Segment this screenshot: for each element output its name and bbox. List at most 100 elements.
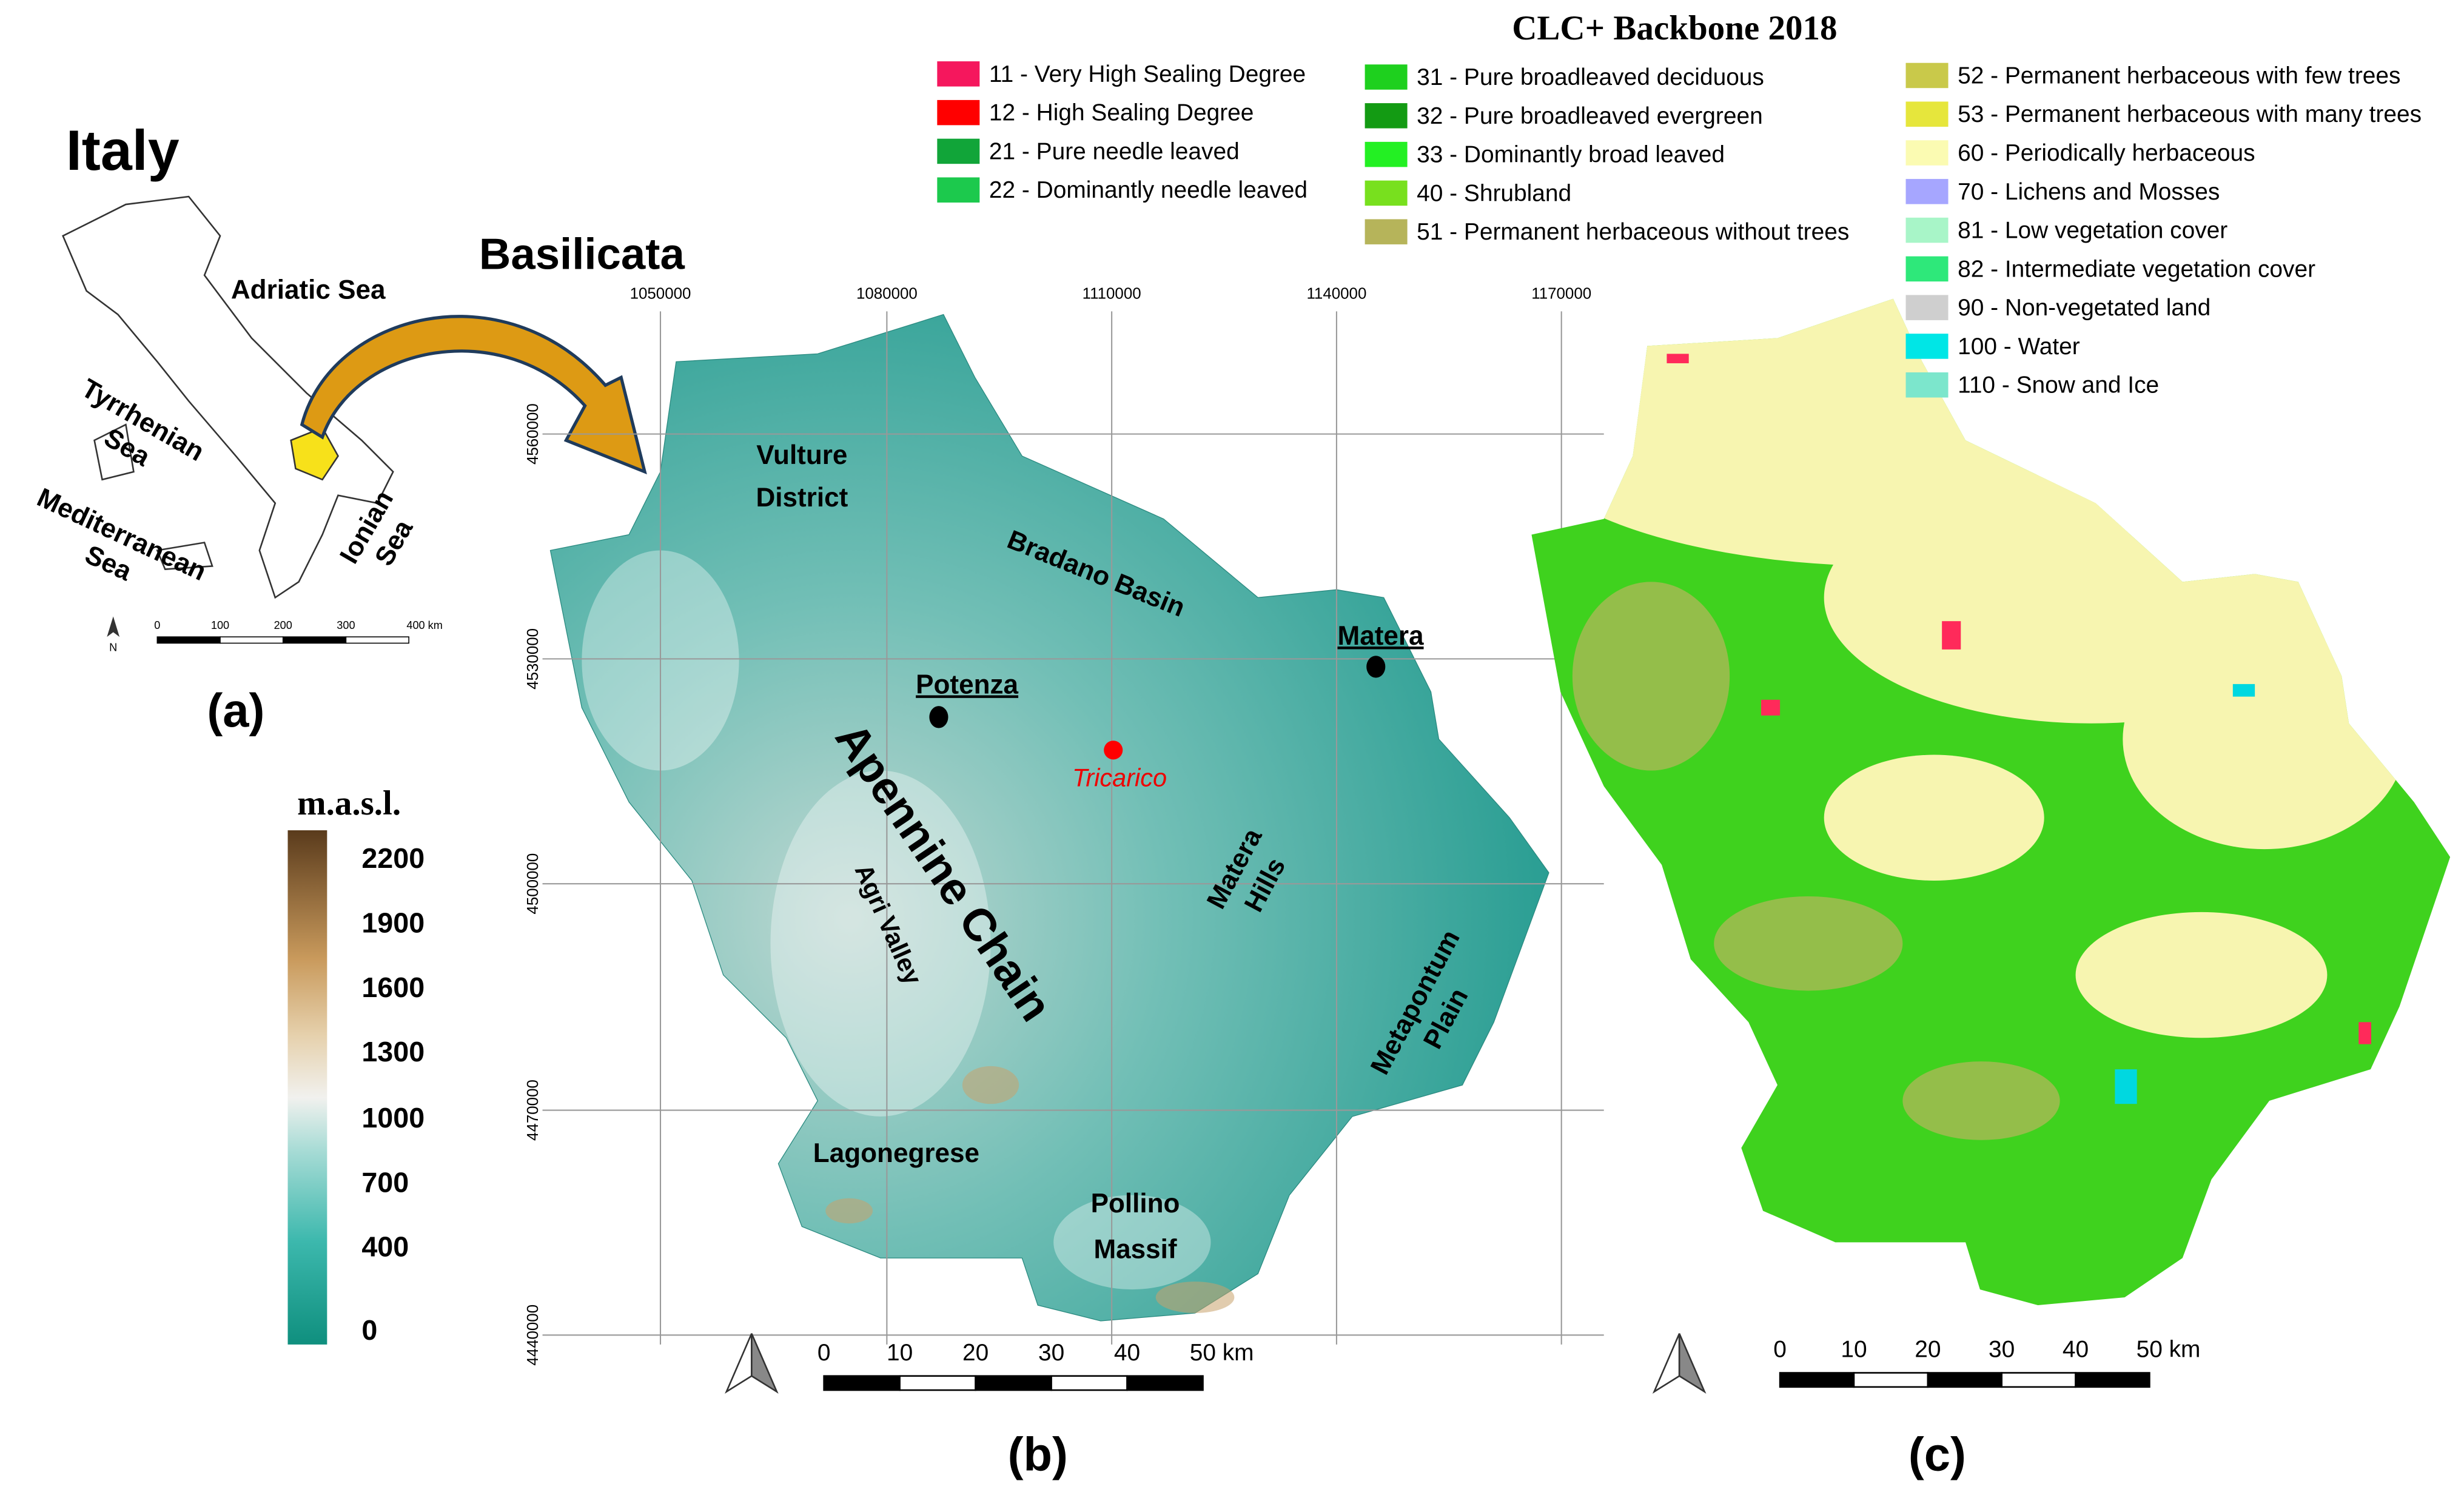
urban-areas (1667, 354, 2372, 1044)
scale-segment (2075, 1372, 2150, 1388)
scale-label: 30 (1989, 1337, 2015, 1363)
scale-label: 100 (211, 619, 229, 631)
scale-label: 300 (337, 619, 355, 631)
north-label: N (109, 641, 117, 653)
scale-segment (1050, 1375, 1128, 1391)
scale-segment (1126, 1375, 1204, 1391)
scale-bar: 0 100 200 300 400 km (154, 619, 443, 644)
y-coord-label: 4500000 (525, 853, 542, 915)
region-title: Basilicata (479, 229, 685, 278)
legend-swatch (1905, 334, 1949, 359)
islands (93, 423, 213, 570)
color-bar-tick: 1300 (361, 1036, 425, 1067)
graticule: 1050000 1080000 1110000 1140000 1170000 45600… (525, 286, 1604, 1366)
scale-segment (1853, 1372, 1929, 1388)
legend-label: 60 - Periodically herbaceous (1958, 140, 2255, 166)
scale-label: 20 (1915, 1337, 1941, 1363)
x-coord-label: 1050000 (630, 286, 691, 303)
city-dot (929, 706, 948, 728)
north-arrow (107, 616, 120, 637)
legend-label: 52 - Permanent herbaceous with few trees (1958, 62, 2400, 89)
legend-label: 32 - Pure broadleaved evergreen (1417, 103, 1763, 129)
sea-label: Adriatic Sea (231, 275, 386, 305)
scale-segment (2001, 1372, 2076, 1388)
scale-segment (899, 1375, 976, 1391)
panel-label: (a) (207, 685, 264, 737)
legend-label: 70 - Lichens and Mosses (1958, 179, 2220, 205)
scale-label: 400 km (406, 619, 442, 631)
scale-label: 10 (887, 1340, 913, 1366)
y-coord-label: 4440000 (525, 1305, 542, 1366)
scale-segment (345, 636, 409, 644)
y-coord-label: 4560000 (525, 403, 542, 465)
scale-segment (220, 636, 284, 644)
scale-bar: 0 10 20 30 40 50 km (817, 1340, 1254, 1391)
legend-swatch (1905, 256, 1949, 282)
legend-swatch (1365, 141, 1408, 167)
legend-swatch (1365, 103, 1408, 129)
y-coord-label: 4470000 (525, 1080, 542, 1141)
legend-label: 110 - Snow and Ice (1958, 372, 2159, 398)
scale-label: 0 (817, 1340, 831, 1366)
color-bar-tick: 1900 (361, 907, 425, 939)
color-bar-ticks: 2200 1900 1600 1300 1000 700 400 0 (361, 842, 425, 1346)
scale-segment (1927, 1372, 2002, 1388)
arrow (300, 315, 647, 475)
land-cover-legend: 11 - Very High Sealing Degree 12 - High S… (937, 61, 2422, 398)
legend-swatch (937, 99, 980, 126)
scale-segment (823, 1375, 901, 1391)
scale-label: 50 km (2137, 1337, 2201, 1363)
place-label: Pollino (1091, 1189, 1180, 1218)
legend-label: 100 - Water (1958, 334, 2080, 360)
panel-label: (c) (1908, 1428, 1966, 1480)
mixed-areas (1572, 582, 2060, 1140)
scale-segment (975, 1375, 1052, 1391)
panel-label: (b) (1008, 1428, 1068, 1480)
scale-segment (282, 636, 347, 644)
scale-label: 50 km (1190, 1340, 1254, 1366)
north-arrow (725, 1333, 753, 1394)
place-label: Massif (1093, 1234, 1177, 1264)
legend-swatch (1905, 101, 1949, 127)
legend-label: 31 - Pure broadleaved deciduous (1417, 64, 1764, 90)
legend-swatch (937, 177, 980, 203)
x-coord-label: 1170000 (1531, 286, 1591, 303)
dem-map (549, 314, 1550, 1322)
color-bar-tick: 700 (361, 1166, 409, 1198)
scale-segment (1779, 1372, 1855, 1388)
color-bar-tick: 1000 (361, 1102, 425, 1134)
city-dot (1366, 656, 1386, 678)
x-coord-label: 1110000 (1083, 286, 1141, 303)
legend-label: 40 - Shrubland (1417, 180, 1571, 206)
x-coord-label: 1080000 (856, 286, 918, 303)
legend-swatch (937, 138, 980, 164)
legend-label: 33 - Dominantly broad leaved (1417, 142, 1725, 168)
color-bar-tick: 0 (361, 1314, 377, 1346)
place-label: Vulture (756, 440, 847, 470)
city-label: Potenza (916, 670, 1018, 699)
legend-label: 22 - Dominantly needle leaved (989, 177, 1308, 203)
x-coord-label: 1140000 (1306, 286, 1366, 303)
legend-label: 11 - Very High Sealing Degree (989, 61, 1306, 87)
town-dot (1104, 741, 1123, 760)
legend-label: 53 - Permanent herbaceous with many tree… (1958, 101, 2422, 127)
scale-label: 10 (1841, 1337, 1867, 1363)
scale-bar: 0 10 20 30 40 50 km (1773, 1337, 2201, 1388)
town-label: Tricarico (1072, 763, 1167, 791)
legend-title: m.a.s.l. (297, 784, 401, 822)
legend-swatch (1905, 372, 1949, 398)
land-cover-map (1531, 298, 2451, 1306)
city-label: Matera (1337, 621, 1424, 651)
legend-swatch (1905, 62, 1949, 89)
legend-swatch (1905, 217, 1949, 243)
legend-swatch (1905, 179, 1949, 204)
legend-swatch (1365, 64, 1408, 90)
legend-swatch (1905, 140, 1949, 166)
sea-label: Mediterranean Sea (33, 483, 211, 587)
scale-label: 20 (962, 1340, 989, 1366)
legend-label: 12 - High Sealing Degree (989, 100, 1254, 126)
legend-label: 90 - Non-vegetated land (1958, 295, 2211, 321)
legend-swatch (1905, 295, 1949, 320)
sea-label: Ionian Sea (334, 486, 419, 571)
